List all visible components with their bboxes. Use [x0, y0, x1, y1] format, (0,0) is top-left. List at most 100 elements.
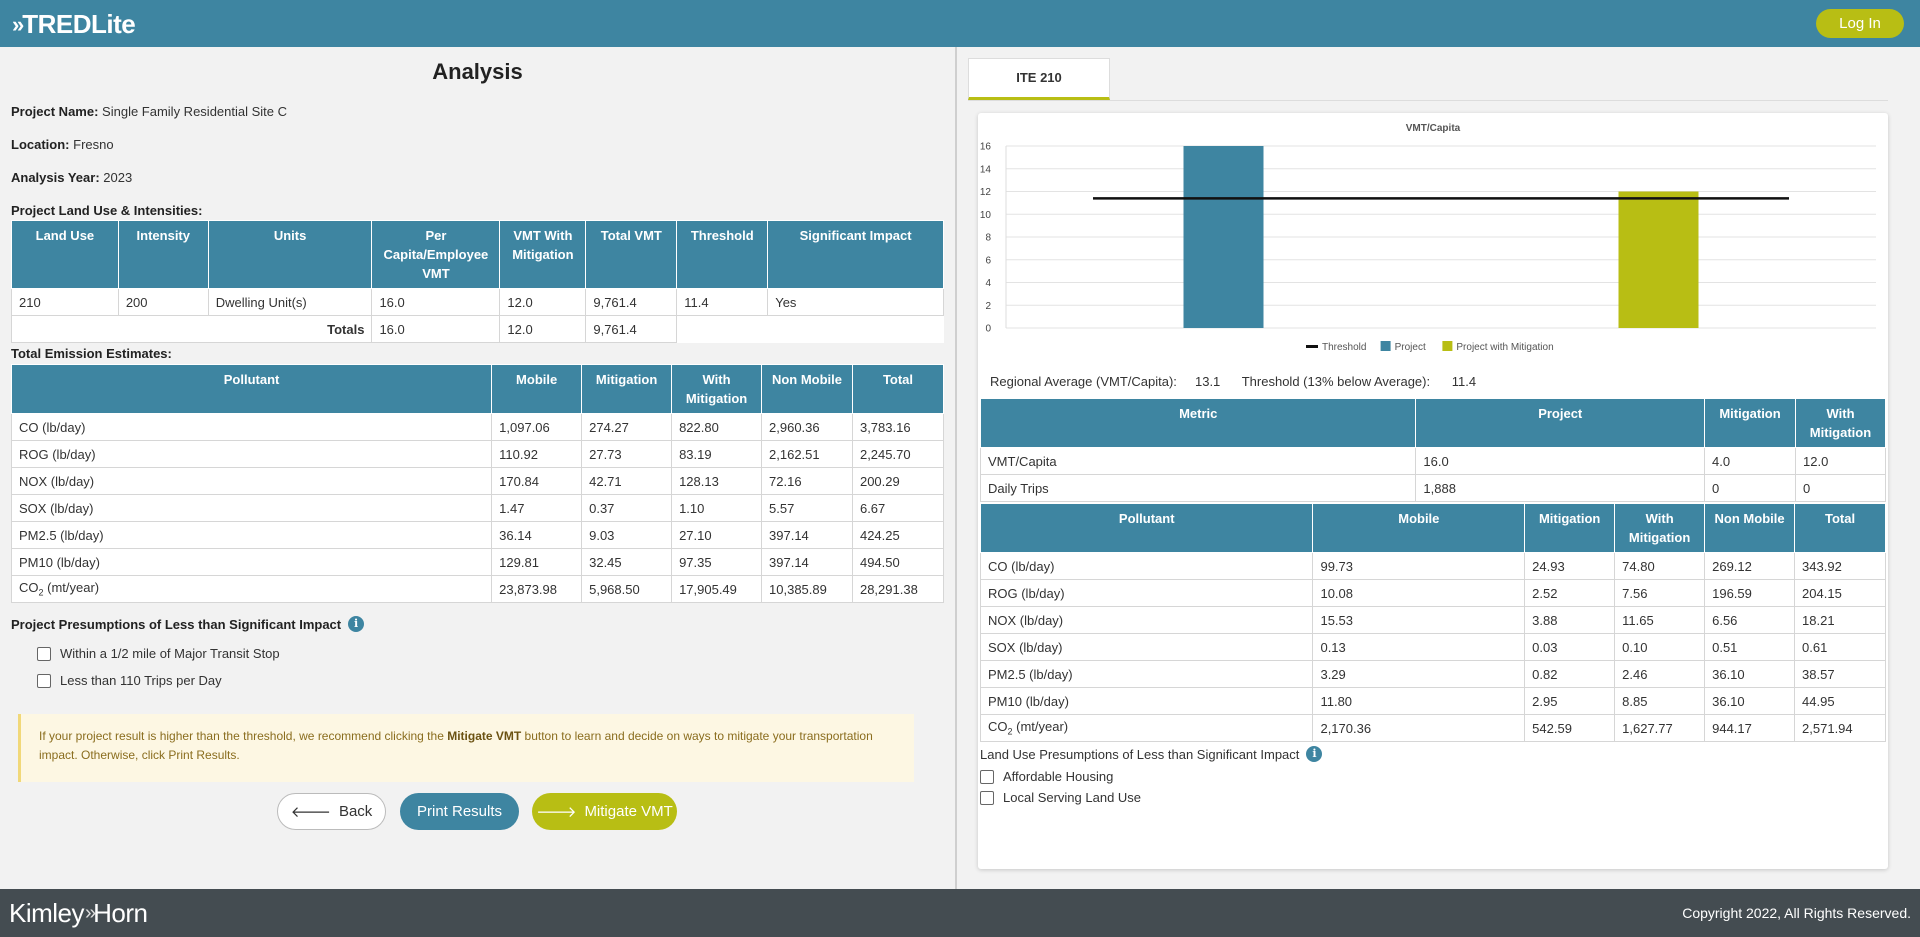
- table-row: PM10 (lb/day) 129.81 32.45 97.35 397.14 494.5…: [10, 548, 945, 576]
- column-header: VMT With Mitigation: [499, 220, 587, 289]
- table-cell: 2,245.70: [851, 440, 945, 468]
- project-name-value: Single Family Residential Site C: [102, 104, 288, 119]
- local-serving-label: Local Serving Land Use: [1003, 790, 1142, 805]
- table-cell: 2,960.36: [761, 413, 853, 441]
- legend-swatch: [1306, 345, 1318, 348]
- legend-label: Project with Mitigation: [1456, 342, 1553, 353]
- tredlite-logo[interactable]: » TREDLite: [12, 9, 136, 40]
- info-icon[interactable]: i: [1306, 746, 1323, 762]
- table-cell: 1.47: [491, 494, 583, 522]
- location-value: Fresno: [73, 137, 114, 152]
- notice-text-end: button to learn and decide on ways to mi…: [39, 729, 873, 762]
- y-tick-label: 12: [980, 187, 992, 198]
- column-header: Mobile: [491, 364, 583, 414]
- totals-with-mitigation: 12.0: [499, 315, 587, 343]
- table-cell: 2,170.36: [1312, 714, 1526, 742]
- page-title: Analysis: [432, 59, 523, 84]
- tab-ite-210[interactable]: ITE 210: [968, 58, 1110, 100]
- table-cell: 27.10: [671, 521, 763, 549]
- bar-project: [1183, 146, 1264, 328]
- affordable-housing-checkbox[interactable]: [980, 769, 994, 784]
- table-row: ROG (lb/day) 10.08 2.52 7.56 196.59 204.15: [979, 579, 1886, 607]
- table-cell: 5,968.50: [581, 575, 673, 603]
- trips-label: Less than 110 Trips per Day: [60, 673, 222, 688]
- column-header: Non Mobile: [1704, 503, 1796, 553]
- table-cell: 12.0: [499, 288, 587, 316]
- column-header: With Mitigation: [1614, 503, 1706, 553]
- presumption-affordable-housing[interactable]: Affordable Housing: [980, 769, 1113, 784]
- trips-checkbox[interactable]: [37, 673, 51, 688]
- column-header: Total: [851, 364, 945, 414]
- table-cell: 494.50: [851, 548, 945, 576]
- column-header: Mobile: [1312, 503, 1526, 553]
- legend-label: Project: [1395, 342, 1426, 353]
- column-header: Mitigation: [581, 364, 673, 414]
- emission-title: Total Emission Estimates:: [11, 346, 172, 361]
- table-row: CO (lb/day) 1,097.06 274.27 822.80 2,960.36 3…: [10, 413, 945, 441]
- arrow-right-icon: 🡒: [536, 804, 577, 821]
- table-cell: PM2.5 (lb/day): [979, 660, 1314, 688]
- table-cell: 2,571.94: [1794, 714, 1886, 742]
- login-button[interactable]: Log In: [1816, 9, 1904, 38]
- chart-title: VMT/Capita: [1406, 123, 1461, 134]
- presumption-transit[interactable]: Within a 1/2 mile of Major Transit Stop: [37, 646, 280, 661]
- info-icon[interactable]: i: [348, 616, 365, 632]
- table-cell: 72.16: [761, 467, 853, 495]
- table-cell: 42.71: [581, 467, 673, 495]
- column-header: Land Use: [11, 220, 119, 289]
- location-label: Location:: [11, 137, 70, 152]
- presumption-trips[interactable]: Less than 110 Trips per Day: [37, 673, 222, 688]
- table-cell: 16.0: [1415, 447, 1706, 475]
- column-header: Mitigation: [1704, 398, 1796, 448]
- table-cell: PM10 (lb/day): [10, 548, 493, 576]
- table-cell: 6.67: [851, 494, 945, 522]
- column-header: Non Mobile: [761, 364, 853, 414]
- kimley-horn-logo[interactable]: Kimley » Horn: [9, 898, 148, 929]
- table-cell: Dwelling Unit(s): [207, 288, 373, 316]
- column-header: Intensity: [117, 220, 209, 289]
- table-cell: 10.08: [1312, 579, 1526, 607]
- table-cell: 2.52: [1524, 579, 1616, 607]
- y-tick-label: 10: [980, 210, 992, 221]
- table-cell: SOX (lb/day): [10, 494, 493, 522]
- notice-highlight: Mitigate VMT: [447, 729, 522, 743]
- table-row: CO2 (mt/year) 23,873.98 5,968.50 17,905.49 1…: [10, 575, 945, 603]
- table-cell: 1,627.77: [1614, 714, 1706, 742]
- totals-label: Totals: [10, 315, 373, 343]
- table-cell: 5.57: [761, 494, 853, 522]
- presumption-local-serving[interactable]: Local Serving Land Use: [980, 790, 1141, 805]
- print-results-button[interactable]: Print Results: [400, 793, 519, 830]
- table-cell: CO (lb/day): [979, 552, 1314, 580]
- analysis-year-label: Analysis Year:: [11, 170, 100, 185]
- land-use-presumptions-text: Land Use Presumptions of Less than Signi…: [980, 746, 1300, 762]
- table-cell: PM10 (lb/day): [979, 687, 1314, 715]
- regional-summary: Regional Average (VMT/Capita): 13.1 Thre…: [990, 374, 1476, 389]
- threshold-value: 11.4: [1451, 374, 1477, 389]
- transit-checkbox[interactable]: [37, 646, 51, 661]
- back-button[interactable]: 🡐 Back: [277, 793, 386, 830]
- table-cell: 24.93: [1524, 552, 1616, 580]
- totals-per-capita: 16.0: [371, 315, 501, 343]
- table-cell: 822.80: [671, 413, 763, 441]
- column-header: Units: [207, 220, 373, 289]
- table-cell: 38.57: [1794, 660, 1886, 688]
- table-cell: 0.61: [1794, 633, 1886, 661]
- chevron-right-icon: »: [85, 902, 96, 924]
- table-cell: Yes: [767, 288, 944, 316]
- chevron-right-icon: »: [12, 11, 24, 37]
- table-cell: 3.29: [1312, 660, 1526, 688]
- table-row: 210 200 Dwelling Unit(s) 16.0 12.0 9,761.4 11.…: [11, 288, 944, 316]
- table-cell: 2,162.51: [761, 440, 853, 468]
- column-header: Threshold: [676, 220, 769, 289]
- table-row: SOX (lb/day) 1.47 0.37 1.10 5.57 6.67: [10, 494, 945, 522]
- mitigate-vmt-button[interactable]: 🡒 Mitigate VMT: [532, 793, 677, 830]
- emission-table: Pollutant Mobile Mitigation With Mitigation…: [10, 364, 945, 603]
- table-cell: 12.0: [1795, 447, 1886, 475]
- table-cell: 1,097.06: [491, 413, 583, 441]
- table-cell: 210: [11, 288, 119, 316]
- local-serving-checkbox[interactable]: [980, 790, 994, 805]
- table-cell: 274.27: [581, 413, 673, 441]
- table-cell: 99.73: [1312, 552, 1526, 580]
- table-cell: 9.03: [581, 521, 673, 549]
- column-header: Metric: [979, 398, 1417, 448]
